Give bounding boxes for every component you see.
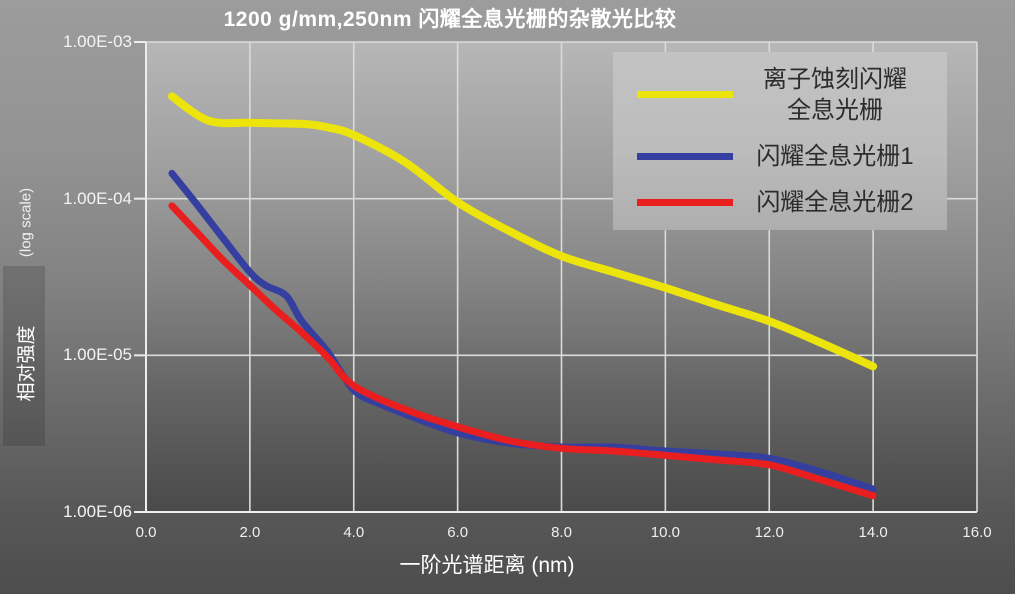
legend-swatch-icon [637, 91, 733, 99]
legend-swatch-icon [637, 199, 733, 207]
x-tick-label: 0.0 [135, 524, 157, 541]
legend-row-1: 闪耀全息光栅1 [613, 141, 947, 172]
x-axis-title: 一阶光谱距离 (nm) [399, 554, 575, 577]
x-tick-label: 14.0 [858, 524, 888, 541]
y-axis-scale-note: (log scale) [17, 187, 35, 258]
x-tick-label: 10.0 [650, 524, 680, 541]
x-tick-label: 8.0 [551, 524, 572, 541]
legend-swatch-icon [637, 153, 733, 161]
y-tick-label: 1.00E-06 [63, 502, 132, 521]
series-line-1 [168, 169, 877, 493]
series-line-2 [168, 202, 877, 500]
y-axis-title: 相对强度 [16, 325, 38, 402]
legend-label: 闪耀全息光栅1 [756, 142, 914, 170]
legend-row-0: 离子蚀刻闪耀 全息光栅 [613, 64, 947, 126]
legend-label: 闪耀全息光栅2 [756, 189, 914, 217]
x-tick-label: 6.0 [447, 524, 469, 541]
x-tick-label: 4.0 [343, 524, 365, 541]
series-line-0 [167, 92, 878, 371]
x-tick-label: 2.0 [239, 524, 261, 541]
y-tick-label: 1.00E-05 [63, 345, 132, 365]
x-tick-label: 12.0 [754, 524, 784, 541]
chart-title: 1200 g/mm,250nm 闪耀全息光栅的杂散光比较 [223, 8, 677, 31]
legend-box: 离子蚀刻闪耀 全息光栅闪耀全息光栅1 闪耀全息光栅2 [613, 52, 947, 230]
y-tick-label: 1.00E-04 [63, 188, 132, 208]
y-axis-label-shade [3, 266, 45, 446]
legend-label: 离子蚀刻闪耀 全息光栅 [763, 65, 907, 124]
y-tick-label: 1.00E-03 [63, 32, 132, 51]
x-tick-label: 16.0 [962, 524, 992, 541]
legend-row-2: 闪耀全息光栅2 [613, 187, 947, 218]
